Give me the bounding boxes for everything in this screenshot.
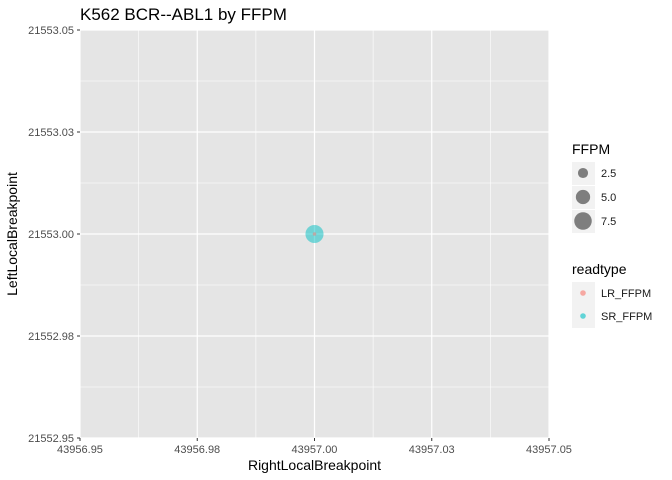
legend-size-label: 7.5 <box>601 216 616 228</box>
legend-ffpm-title: FFPM <box>572 141 610 157</box>
chart-title: K562 BCR--ABL1 by FFPM <box>80 5 287 24</box>
x-tick-label: 43957.03 <box>409 444 455 456</box>
legend-color-label: SR_FFPM <box>601 311 652 323</box>
legend-readtype: readtype LR_FFPM SR_FFPM <box>572 261 652 328</box>
x-tick-label: 43957.05 <box>526 444 572 456</box>
legend-color-key <box>580 313 586 319</box>
x-tick-label: 43956.98 <box>174 444 220 456</box>
data-points <box>305 224 324 244</box>
legend-size-label: 5.0 <box>601 192 616 204</box>
y-tick-label: 21552.95 <box>28 433 74 445</box>
y-axis-title: LeftLocalBreakpoint <box>4 172 20 296</box>
y-tick-label: 21553.03 <box>28 127 74 139</box>
y-tick-label: 21553.05 <box>28 25 74 37</box>
x-tick-label: 43957.00 <box>292 444 338 456</box>
legend-size-key <box>575 189 591 205</box>
x-tick-label: 43956.95 <box>57 444 103 456</box>
y-axis-ticks: 21552.95 21552.98 21553.00 21553.03 21553.05 <box>28 25 80 445</box>
legend-color-key <box>580 290 586 296</box>
point-lr-ffpm <box>312 232 317 236</box>
legend-readtype-title: readtype <box>572 261 627 277</box>
legend-size-key <box>574 212 592 230</box>
legend-size-label: 2.5 <box>601 168 616 180</box>
legend-size-key <box>577 167 589 179</box>
x-axis-title: RightLocalBreakpoint <box>248 457 381 473</box>
legend-color-label: LR_FFPM <box>601 288 651 300</box>
y-tick-label: 21553.00 <box>28 229 74 241</box>
y-tick-label: 21552.98 <box>28 331 74 343</box>
x-axis-ticks: 43956.95 43956.98 43957.00 43957.03 43957.05 <box>57 438 572 456</box>
legend-ffpm: FFPM 2.5 5.0 7.5 <box>572 141 616 233</box>
